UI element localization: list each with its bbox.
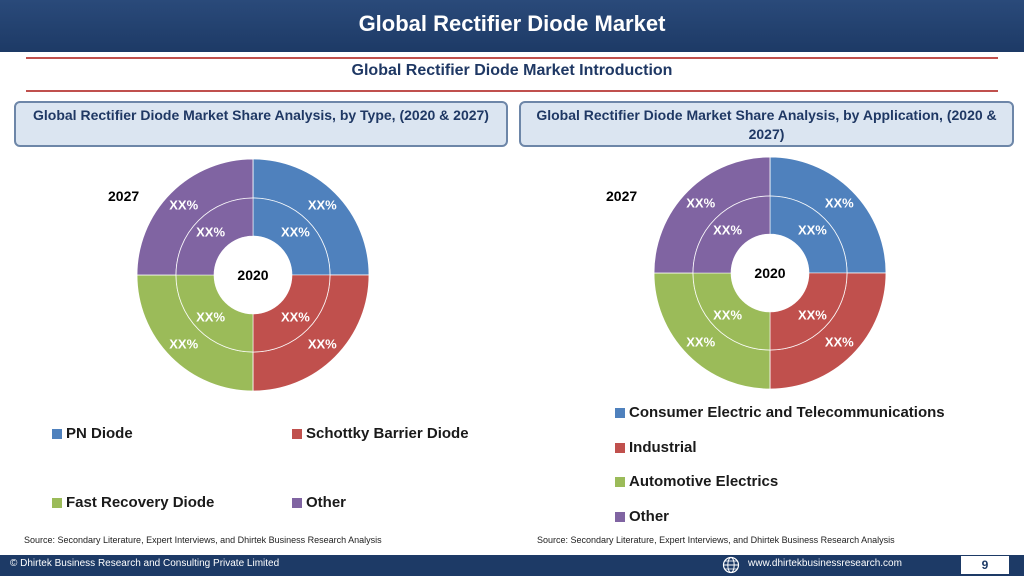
outer-ring-label-2: XX% <box>169 336 198 351</box>
outer-ring-label-3: XX% <box>169 198 198 213</box>
website-link[interactable]: www.dhirtekbusinessresearch.com <box>748 558 902 569</box>
legend-label: PN Diode <box>66 425 133 442</box>
inner-ring-label-0: XX% <box>798 223 827 238</box>
section-title: Global Rectifier Diode Market Introducti… <box>351 62 673 79</box>
outer-ring-label-0: XX% <box>308 198 337 213</box>
page-title: Global Rectifier Diode Market <box>358 11 666 36</box>
inner-ring-slice-3 <box>175 197 254 276</box>
legend-item-other-application: Other <box>615 508 669 525</box>
outer-ring-label-1: XX% <box>308 336 337 351</box>
legend-item-fast-recovery: Fast Recovery Diode <box>52 494 214 511</box>
header-bar: Global Rectifier Diode Market <box>0 0 1024 52</box>
outer-ring-label-0: XX% <box>825 196 854 211</box>
inner-ring-label-3: XX% <box>196 225 225 240</box>
legend-item-schottky: Schottky Barrier Diode <box>292 425 469 442</box>
footer-bar: © Dhirtek Business Research and Consulti… <box>0 555 1024 576</box>
center-year-label: 2020 <box>754 265 785 281</box>
legend-swatch <box>615 476 625 487</box>
legend-item-automotive: Automotive Electrics <box>615 473 778 490</box>
divider-bottom <box>26 90 998 92</box>
legend-swatch <box>52 497 62 508</box>
legend-item-consumer-electric: Consumer Electric and Telecommunications <box>615 404 945 421</box>
legend-label: Schottky Barrier Diode <box>306 425 469 442</box>
inner-ring-label-1: XX% <box>798 307 827 322</box>
inner-ring-label-0: XX% <box>281 225 310 240</box>
legend-label: Industrial <box>629 439 697 456</box>
application-doughnut-chart: XX% XX% XX% XX% XX% XX% XX% XX% 2020 <box>653 156 887 390</box>
legend-label: Automotive Electrics <box>629 473 779 490</box>
inner-ring-label-3: XX% <box>713 223 742 238</box>
legend-swatch <box>292 497 302 508</box>
legend-swatch <box>615 442 625 453</box>
left-chart-heading: Global Rectifier Diode Market Share Anal… <box>14 101 508 147</box>
center-year-label: 2020 <box>237 267 268 283</box>
legend-item-other: Other <box>292 494 346 511</box>
legend-item-industrial: Industrial <box>615 439 697 456</box>
page-number: 9 <box>961 556 1009 574</box>
ring-separator <box>175 197 331 353</box>
legend-swatch <box>615 511 625 522</box>
outer-ring-label-2: XX% <box>686 334 715 349</box>
legend-label: Other <box>306 494 347 511</box>
legend-swatch <box>52 428 62 439</box>
inner-ring-label-2: XX% <box>713 307 742 322</box>
inner-ring-label-1: XX% <box>281 309 310 324</box>
inner-ring-label-2: XX% <box>196 309 225 324</box>
inner-ring-slice-1 <box>252 274 331 353</box>
inner-ring-slice-2 <box>692 272 771 351</box>
inner-ring-slice-0 <box>769 195 848 274</box>
type-doughnut-chart: XX% XX% XX% XX% XX% XX% XX% XX% 2020 <box>136 158 370 392</box>
left-source-note: Source: Secondary Literature, Expert Int… <box>24 535 382 545</box>
right-chart-heading: Global Rectifier Diode Market Share Anal… <box>519 101 1014 147</box>
legend-swatch <box>292 428 302 439</box>
legend-label: Other <box>629 508 670 525</box>
legend-label: Consumer Electric and Telecommunications <box>629 404 945 421</box>
outer-ring-label-3: XX% <box>686 196 715 211</box>
inner-ring-slice-0 <box>252 197 331 276</box>
legend-item-pn-diode: PN Diode <box>52 425 133 442</box>
right-outer-year-label: 2027 <box>606 188 638 204</box>
legend-swatch <box>615 407 625 418</box>
inner-ring-slice-3 <box>692 195 771 274</box>
globe-icon <box>722 556 740 574</box>
right-source-note: Source: Secondary Literature, Expert Int… <box>537 535 895 545</box>
left-outer-year-label: 2027 <box>108 188 140 204</box>
divider-top <box>26 57 998 59</box>
legend-label: Fast Recovery Diode <box>66 494 215 511</box>
copyright-text: © Dhirtek Business Research and Consulti… <box>10 558 280 569</box>
inner-ring-slice-1 <box>769 272 848 351</box>
ring-separator <box>692 195 848 351</box>
inner-ring-slice-2 <box>175 274 254 353</box>
outer-ring-label-1: XX% <box>825 334 854 349</box>
